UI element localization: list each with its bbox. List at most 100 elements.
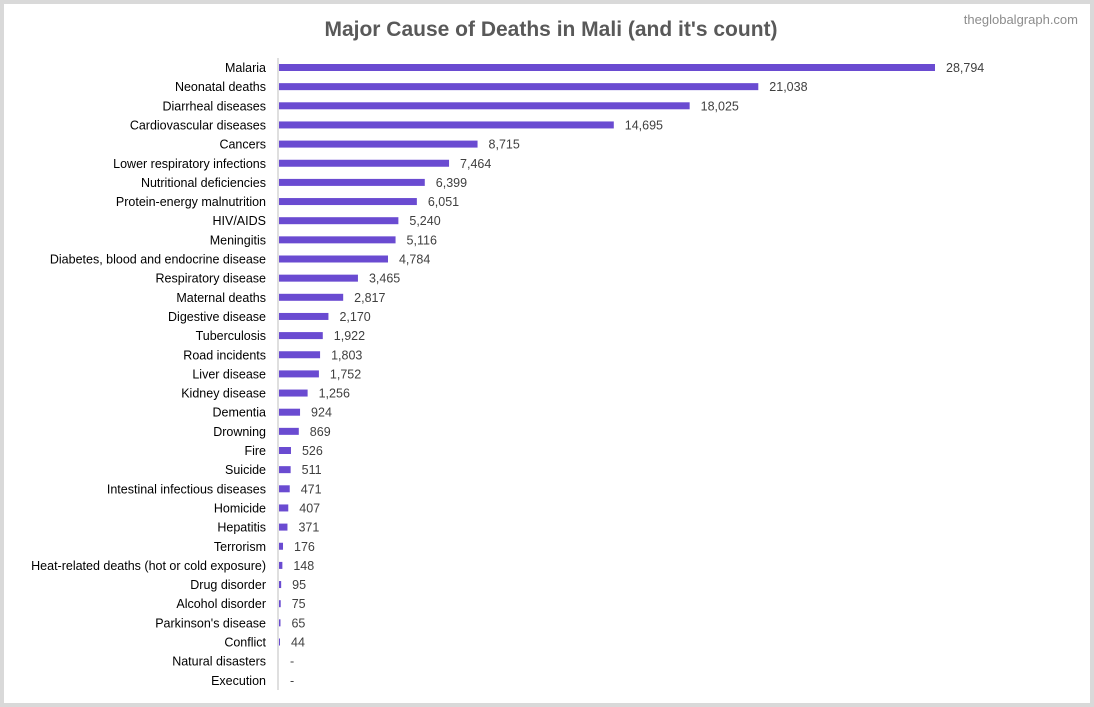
- category-label: Neonatal deaths: [175, 80, 266, 94]
- bars-group: [279, 64, 935, 646]
- bar: [279, 236, 396, 244]
- bar: [279, 83, 759, 91]
- value-label: 3,465: [369, 272, 400, 286]
- value-label: -: [290, 655, 294, 669]
- value-labels-group: 28,794 21,038 18,025 14,695 8,715 7,464 6,399 6…: [290, 61, 984, 688]
- value-label: 148: [293, 559, 314, 573]
- category-label: Intestinal infectious diseases: [107, 482, 266, 496]
- category-label: Malaria: [225, 61, 266, 75]
- value-label: 924: [311, 406, 332, 420]
- bar: [279, 370, 319, 378]
- bar: [279, 198, 417, 206]
- value-label: 526: [302, 444, 323, 458]
- category-label: Parkinson's disease: [155, 616, 266, 630]
- category-label: Dementia: [213, 406, 267, 420]
- category-label: Terrorism: [214, 540, 266, 554]
- bar: [279, 542, 284, 550]
- bar: [279, 485, 290, 493]
- value-label: 1,256: [319, 387, 350, 401]
- value-label: 2,817: [354, 291, 385, 305]
- value-label: 18,025: [701, 99, 739, 113]
- chart-title: Major Cause of Deaths in Mali (and it's …: [324, 18, 778, 41]
- bar: [279, 561, 283, 569]
- category-label: Respiratory disease: [156, 272, 267, 286]
- bar: [279, 427, 299, 435]
- category-label: Maternal deaths: [176, 291, 266, 305]
- value-label: 5,240: [409, 214, 440, 228]
- bar: [279, 121, 614, 129]
- bar: [279, 504, 289, 512]
- category-label: Hepatitis: [217, 521, 266, 535]
- category-label: Heat-related deaths (hot or cold exposur…: [31, 559, 266, 573]
- bar: [279, 159, 450, 167]
- category-label: Natural disasters: [172, 655, 266, 669]
- category-label: Drowning: [213, 425, 266, 439]
- bar: [279, 600, 281, 608]
- watermark: theglobalgraph.com: [963, 12, 1078, 27]
- category-label: Protein-energy malnutrition: [116, 195, 266, 209]
- category-label: Kidney disease: [181, 387, 266, 401]
- value-label: 95: [292, 578, 306, 592]
- bar: [279, 638, 281, 646]
- bar: [279, 619, 281, 627]
- category-label: Homicide: [214, 501, 266, 515]
- value-label: 176: [294, 540, 315, 554]
- value-label: 8,715: [489, 138, 520, 152]
- bar: [279, 274, 358, 282]
- bar: [279, 312, 329, 320]
- bar: [279, 389, 308, 397]
- bar: [279, 447, 291, 454]
- value-label: 1,752: [330, 367, 361, 381]
- category-label: Diabetes, blood and endocrine disease: [50, 253, 266, 267]
- bar: [279, 178, 425, 186]
- value-label: 371: [298, 521, 319, 535]
- value-label: 6,399: [436, 176, 467, 190]
- category-label: Suicide: [225, 463, 266, 477]
- bar: [279, 293, 344, 301]
- value-label: 6,051: [428, 195, 459, 209]
- value-label: 14,695: [625, 118, 663, 132]
- bar: [279, 351, 321, 359]
- category-label: Meningitis: [210, 233, 266, 247]
- category-label: Lower respiratory infections: [113, 157, 266, 171]
- value-label: -: [290, 674, 294, 688]
- category-label: Road incidents: [183, 348, 266, 362]
- bar: [279, 64, 935, 71]
- value-label: 869: [310, 425, 331, 439]
- value-label: 65: [291, 616, 305, 630]
- category-label: Nutritional deficiencies: [141, 176, 266, 190]
- bar: [279, 102, 690, 110]
- value-label: 471: [301, 482, 322, 496]
- category-label: Fire: [244, 444, 266, 458]
- category-label: Cardiovascular diseases: [130, 118, 266, 132]
- category-label: Tuberculosis: [196, 329, 266, 343]
- category-label: Digestive disease: [168, 310, 266, 324]
- category-label: Cancers: [219, 138, 266, 152]
- value-label: 1,922: [334, 329, 365, 343]
- category-label: Diarrheal diseases: [162, 99, 266, 113]
- category-label: HIV/AIDS: [213, 214, 267, 228]
- category-label: Liver disease: [192, 367, 266, 381]
- value-label: 44: [291, 636, 305, 650]
- category-label: Drug disorder: [190, 578, 266, 592]
- bar: [279, 217, 399, 225]
- value-label: 21,038: [769, 80, 807, 94]
- value-label: 1,803: [331, 348, 362, 362]
- bar: [279, 466, 291, 474]
- value-label: 75: [292, 597, 306, 611]
- value-label: 5,116: [407, 233, 437, 247]
- value-label: 7,464: [460, 157, 491, 171]
- value-label: 407: [299, 501, 320, 515]
- category-labels-group: Malaria Neonatal deaths Diarrheal diseases…: [31, 61, 266, 688]
- category-label: Conflict: [224, 636, 266, 650]
- category-label: Execution: [211, 674, 266, 688]
- bar: [279, 523, 288, 531]
- bar: [279, 581, 282, 589]
- value-label: 2,170: [339, 310, 370, 324]
- bar: [279, 140, 478, 148]
- value-label: 28,794: [946, 61, 984, 75]
- category-label: Alcohol disorder: [176, 597, 266, 611]
- value-label: 511: [302, 463, 322, 477]
